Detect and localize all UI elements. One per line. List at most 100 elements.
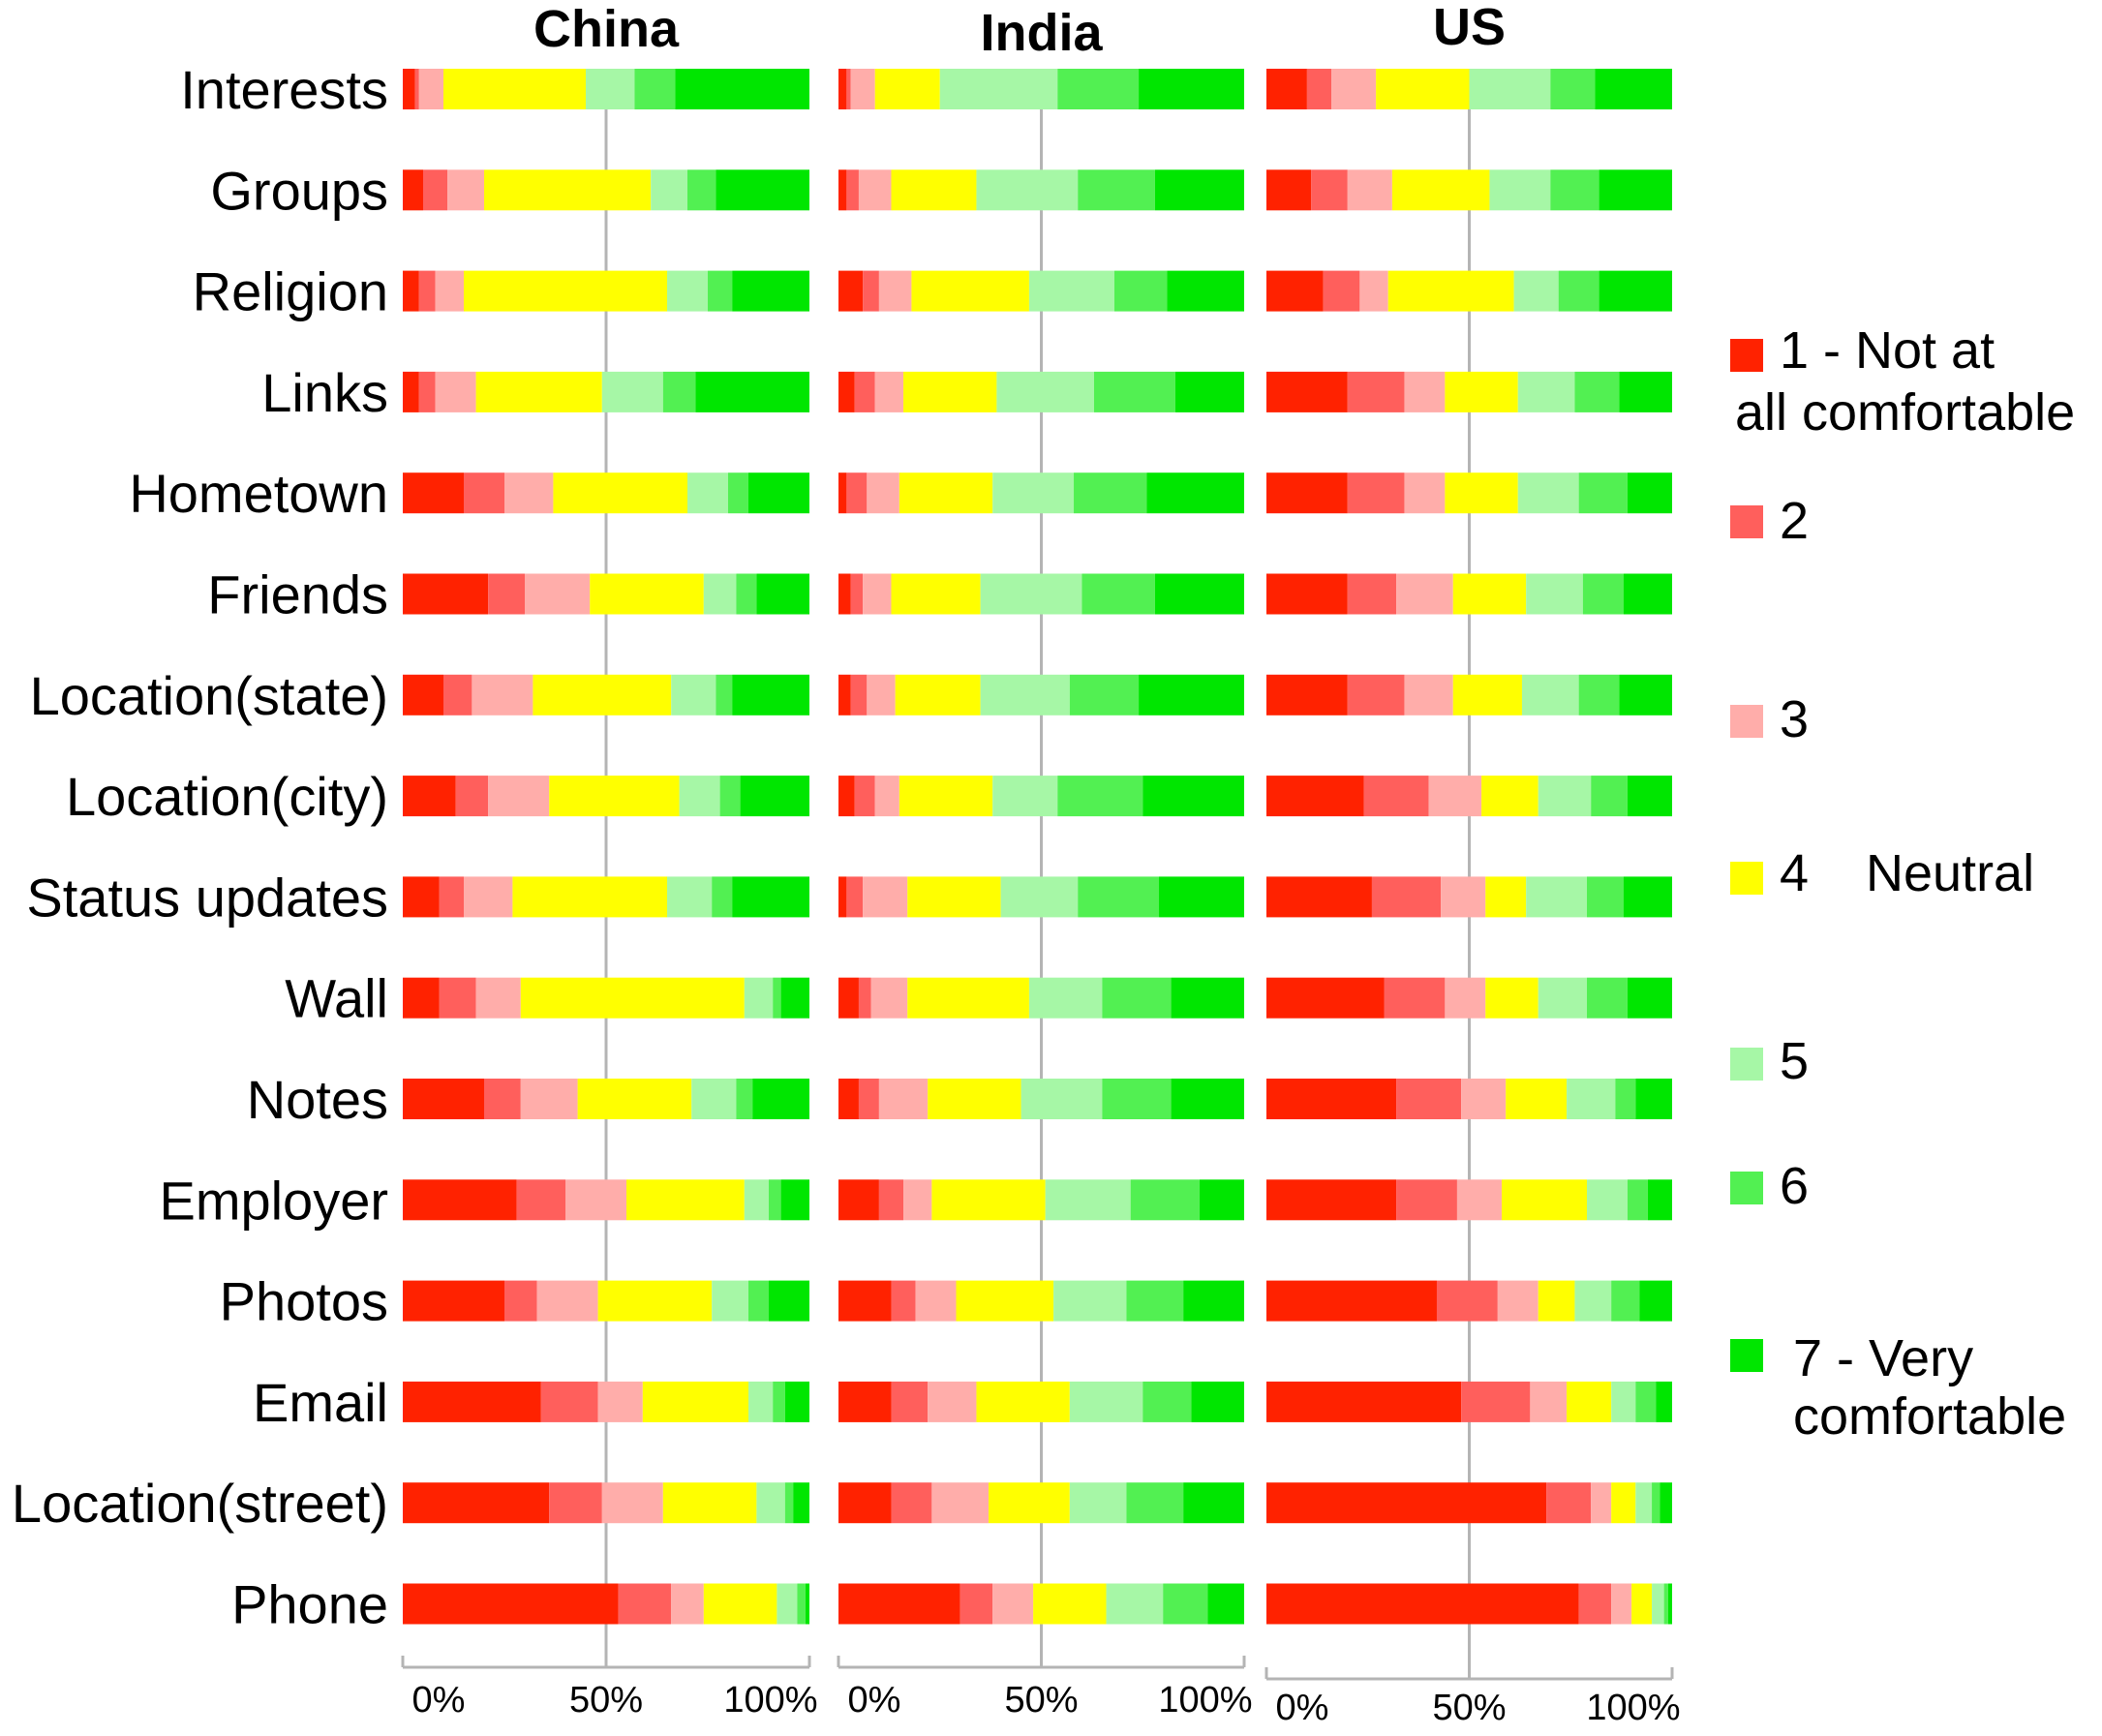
bar-segment — [838, 371, 855, 412]
bar-segment — [464, 472, 504, 514]
bar-segment — [891, 1280, 916, 1322]
bar-segment — [464, 876, 513, 918]
bar-segment — [1266, 1079, 1397, 1119]
x-tick-label: 50% — [1004, 1680, 1078, 1721]
bar-segment — [915, 1280, 957, 1322]
legend-swatch — [1730, 1048, 1763, 1081]
bar-segment — [712, 876, 733, 918]
bar-segment — [980, 573, 1082, 615]
bar-segment — [773, 1381, 785, 1422]
bar-segment — [403, 270, 419, 312]
bar-segment — [423, 169, 448, 211]
bar-segment — [488, 573, 525, 615]
bar-segment — [1663, 1583, 1668, 1625]
bar-segment — [748, 1280, 769, 1322]
x-tick-label: 100% — [1158, 1680, 1252, 1721]
bar-segment — [504, 472, 554, 514]
bar-segment — [773, 977, 781, 1019]
legend-label: 5 — [1780, 1032, 1809, 1090]
x-tick-label: 100% — [1586, 1688, 1680, 1728]
bar-segment — [858, 169, 892, 211]
bar-segment — [1266, 270, 1324, 312]
bar-segment — [1376, 69, 1470, 109]
bar-segment — [1126, 1280, 1184, 1322]
bar-segment — [1639, 1280, 1672, 1322]
bar-segment — [403, 1179, 517, 1221]
bar-segment — [675, 69, 809, 109]
bar-segment — [1652, 1482, 1660, 1524]
bar-segment — [1489, 169, 1551, 211]
bar-segment — [484, 169, 652, 211]
bar-segment — [907, 876, 1001, 918]
bar-segment — [1627, 472, 1672, 514]
bar-segment — [1396, 1079, 1462, 1119]
bar-segment — [1619, 371, 1672, 412]
bar-segment — [403, 69, 415, 109]
bar-segment — [403, 573, 489, 615]
legend-swatch — [1730, 505, 1763, 538]
bar-segment — [447, 169, 484, 211]
bar-segment — [1530, 1381, 1568, 1422]
bar-segment — [846, 472, 868, 514]
bar-segment — [403, 371, 419, 412]
bar-segment — [1591, 776, 1628, 817]
bar-segment — [1647, 1179, 1672, 1221]
bar-segment — [662, 1482, 757, 1524]
category-label: Employer — [159, 1170, 388, 1231]
bar-segment — [1521, 674, 1579, 716]
bar-segment — [867, 674, 896, 716]
bar-segment — [1627, 977, 1672, 1019]
bar-segment — [1456, 1179, 1503, 1221]
bar-segment — [642, 1381, 748, 1422]
bar-segment — [732, 876, 809, 918]
bar-segment — [671, 674, 716, 716]
bar-segment — [703, 573, 737, 615]
bar-segment — [719, 776, 741, 817]
category-label: Location(state) — [30, 665, 388, 726]
bar-segment — [651, 169, 687, 211]
bar-segment — [1384, 977, 1446, 1019]
bar-segment — [1207, 1583, 1244, 1625]
bar-segment — [748, 472, 809, 514]
bar-segment — [891, 169, 977, 211]
category-label: Location(city) — [66, 766, 388, 827]
bar-segment — [662, 371, 696, 412]
bar-segment — [1028, 270, 1114, 312]
bar-segment — [931, 1179, 1046, 1221]
bar-segment — [1347, 169, 1392, 211]
bar-segment — [1550, 169, 1599, 211]
bar-segment — [439, 977, 476, 1019]
legend-label: 3 — [1780, 690, 1809, 748]
bar-segment — [1615, 1079, 1636, 1119]
bar-segment — [956, 1280, 1054, 1322]
legend-label: 2 — [1780, 492, 1809, 550]
category-label: Interests — [180, 59, 388, 120]
bar-segment — [1506, 1079, 1568, 1119]
bar-segment — [1445, 977, 1486, 1019]
bar-segment — [976, 1381, 1070, 1422]
bar-segment — [1396, 573, 1453, 615]
panel-title: China — [533, 0, 680, 58]
bar-segment — [1102, 977, 1172, 1019]
bar-segment — [1587, 977, 1628, 1019]
bar-segment — [928, 1381, 977, 1422]
bar-segment — [874, 69, 940, 109]
category-label: Phone — [231, 1574, 388, 1635]
bar-segment — [536, 1280, 598, 1322]
bar-segment — [1591, 1482, 1612, 1524]
panel-title: US — [1433, 0, 1506, 56]
bar-segment — [1266, 776, 1364, 817]
bar-segment — [756, 1482, 785, 1524]
bar-segment — [1660, 1482, 1672, 1524]
bar-segment — [418, 371, 436, 412]
bar-segment — [712, 1280, 748, 1322]
bar-segment — [403, 1381, 541, 1422]
bar-segment — [553, 472, 687, 514]
bar-segment — [1266, 472, 1348, 514]
bar-segment — [520, 1079, 578, 1119]
bar-segment — [691, 1079, 737, 1119]
bar-segment — [1635, 1381, 1657, 1422]
bar-segment — [1623, 876, 1672, 918]
bar-segment — [928, 1079, 1021, 1119]
bar-segment — [1371, 876, 1442, 918]
